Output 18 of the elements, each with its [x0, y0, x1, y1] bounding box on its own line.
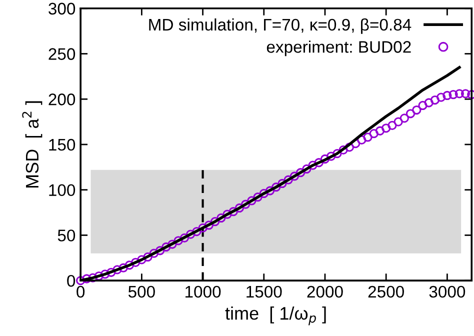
- x-tick-label: 2000: [307, 286, 343, 298]
- x-tick-label: 0: [76, 286, 85, 298]
- y-tick-label: 200: [48, 94, 76, 106]
- y-axis-title: MSD [ a$^{2}$ ]: [22, 101, 42, 188]
- x-tick-label: 1000: [186, 286, 221, 298]
- legend-label: experiment: BUD02: [266, 40, 411, 56]
- legend-label: MD simulation, Γ=70, κ=0.9, β=0.84: [149, 18, 412, 34]
- y-tick-label: 150: [49, 138, 76, 151]
- x-tick-label: 3000: [429, 286, 466, 298]
- x-tick-label: 1500: [246, 286, 282, 298]
- y-tick-label: 0: [67, 274, 76, 287]
- y-tick-label: 250: [48, 48, 76, 60]
- x-axis-title: time [ 1/ω$_{p}$ ]: [225, 306, 326, 326]
- x-tick-label: 2500: [368, 286, 404, 298]
- y-tick-label: 100: [49, 184, 76, 196]
- x-tick-label: 500: [128, 286, 155, 298]
- y-tick-label: 300: [48, 2, 76, 15]
- y-tick-label: 50: [58, 230, 76, 242]
